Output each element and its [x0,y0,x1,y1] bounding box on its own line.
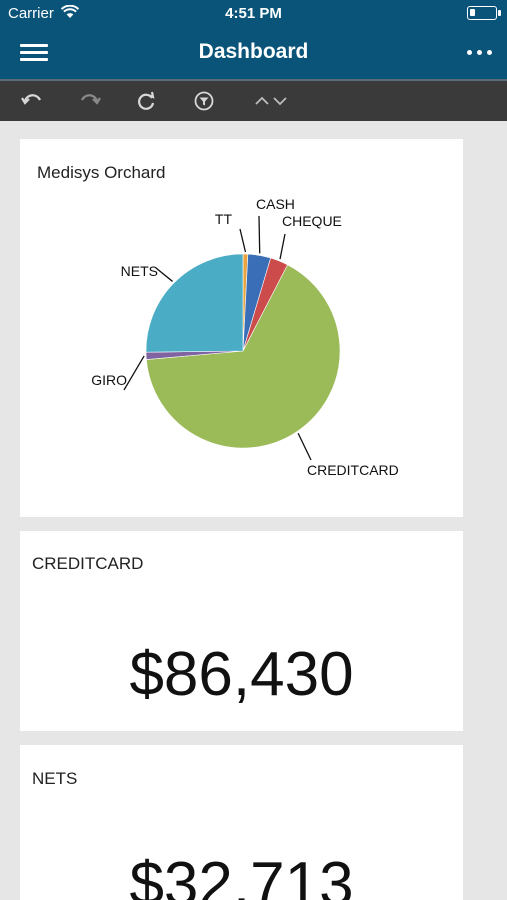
pie-label-cash: CASH [256,196,295,212]
card-value: $32,713 [129,850,354,900]
pie-chart-card: Medisys Orchard TT CASH CHEQUE CREDITCARD GI… [20,139,463,517]
pie-slice-nets[interactable] [145,253,244,353]
status-bar: Carrier 4:51 PM [0,0,507,28]
pie-label-nets: NETS [121,263,158,279]
dashboard-content[interactable]: Medisys Orchard TT CASH CHEQUE CREDITCARD GI… [0,121,507,900]
pie-leader-giro [123,355,145,391]
pie-leader-tt [239,228,247,253]
card-title: CREDITCARD [32,554,144,573]
nav-bar: Dashboard [0,28,507,79]
pie-leader-cash [258,215,261,254]
toolbar [0,81,507,121]
pie-label-cheque: CHEQUE [282,213,342,229]
pie-leader-creditcard [297,432,312,461]
wifi-icon [61,5,79,18]
pie-label-tt: TT [215,211,233,227]
clock: 4:51 PM [225,5,282,22]
redo-icon[interactable] [78,89,102,113]
hamburger-menu-icon[interactable] [20,40,48,66]
refresh-icon[interactable] [134,89,158,113]
battery-icon [467,6,501,20]
pie-leader-nets [155,267,173,282]
pie-label-creditcard: CREDITCARD [307,462,399,478]
battery-level [470,9,475,16]
card-value: $86,430 [129,640,354,709]
creditcard-card: CREDITCARD $86,430 [20,531,463,731]
chart-title: Medisys Orchard [37,163,166,182]
ellipsis-icon[interactable] [465,38,495,66]
nav-divider [0,79,507,81]
card-title: NETS [32,769,78,788]
undo-icon[interactable] [20,89,44,113]
page-title: Dashboard [198,40,309,63]
chevron-up-icon[interactable] [250,89,274,113]
pie-leader-cheque [279,233,286,260]
nets-card: NETS $32,713 [20,745,463,900]
filter-icon[interactable] [192,89,216,113]
chevron-down-icon[interactable] [268,89,292,113]
pie-label-giro: GIRO [91,372,127,388]
carrier-label: Carrier [8,5,54,22]
pie-slice-creditcard[interactable] [146,264,341,449]
